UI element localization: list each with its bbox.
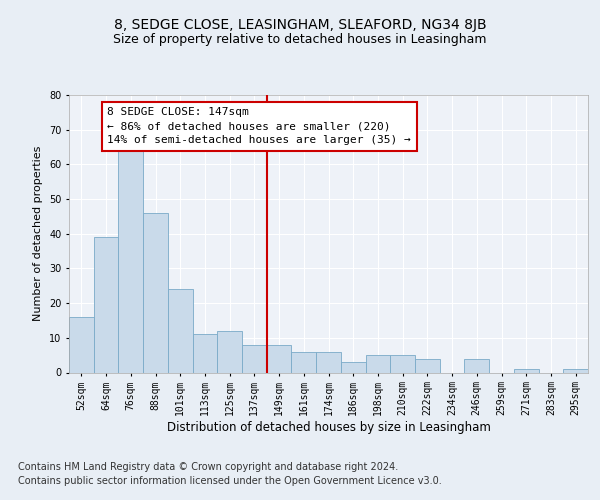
Text: 8, SEDGE CLOSE, LEASINGHAM, SLEAFORD, NG34 8JB: 8, SEDGE CLOSE, LEASINGHAM, SLEAFORD, NG… xyxy=(113,18,487,32)
Bar xyxy=(193,334,217,372)
Y-axis label: Number of detached properties: Number of detached properties xyxy=(34,146,43,322)
Bar xyxy=(143,213,168,372)
Bar xyxy=(292,352,316,372)
Bar xyxy=(316,352,341,372)
X-axis label: Distribution of detached houses by size in Leasingham: Distribution of detached houses by size … xyxy=(167,421,490,434)
Bar xyxy=(217,331,242,372)
Bar xyxy=(464,358,489,372)
Bar xyxy=(94,237,118,372)
Text: Size of property relative to detached houses in Leasingham: Size of property relative to detached ho… xyxy=(113,32,487,46)
Bar xyxy=(415,358,440,372)
Bar xyxy=(242,345,267,372)
Bar xyxy=(118,147,143,372)
Text: 8 SEDGE CLOSE: 147sqm
← 86% of detached houses are smaller (220)
14% of semi-det: 8 SEDGE CLOSE: 147sqm ← 86% of detached … xyxy=(107,107,411,145)
Text: Contains public sector information licensed under the Open Government Licence v3: Contains public sector information licen… xyxy=(18,476,442,486)
Bar xyxy=(514,369,539,372)
Bar xyxy=(365,355,390,372)
Bar xyxy=(563,369,588,372)
Bar xyxy=(168,289,193,372)
Text: Contains HM Land Registry data © Crown copyright and database right 2024.: Contains HM Land Registry data © Crown c… xyxy=(18,462,398,472)
Bar xyxy=(69,317,94,372)
Bar xyxy=(267,345,292,372)
Bar xyxy=(390,355,415,372)
Bar xyxy=(341,362,365,372)
